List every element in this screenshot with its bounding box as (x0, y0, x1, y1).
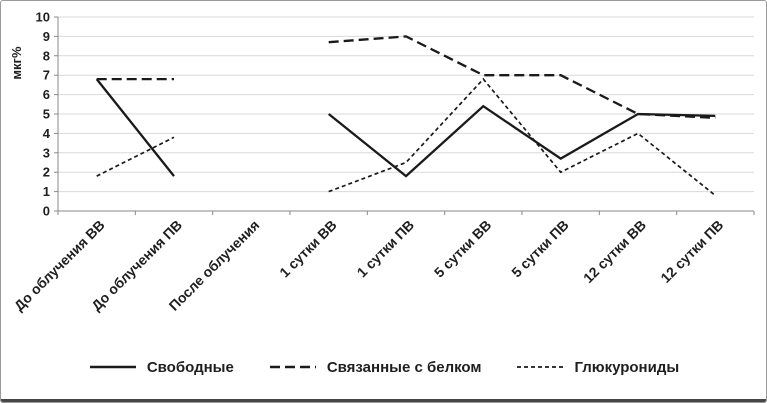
svg-text:10: 10 (36, 10, 50, 25)
legend-line-dashed-icon (269, 365, 316, 369)
svg-text:5: 5 (43, 107, 50, 122)
legend-line-fine-dashed-icon (517, 366, 564, 368)
chart-legend: Свободные Связанные с белком Глюкурониды (1, 339, 766, 395)
svg-text:3: 3 (43, 145, 50, 160)
svg-text:5 сутки ПВ: 5 сутки ПВ (508, 217, 572, 281)
legend-label: Глюкурониды (574, 358, 680, 376)
axes (54, 16, 755, 215)
svg-text:12 сутки ПВ: 12 сутки ПВ (657, 217, 726, 286)
y-axis-title: мкг% (9, 46, 24, 80)
svg-text:4: 4 (43, 126, 51, 141)
svg-text:0: 0 (43, 204, 50, 219)
legend-line-solid-icon (89, 365, 136, 369)
svg-text:5 сутки ВВ: 5 сутки ВВ (431, 217, 495, 281)
legend-label: Свободные (146, 358, 234, 376)
svg-text:1: 1 (43, 184, 50, 199)
svg-text:1 сутки ВВ: 1 сутки ВВ (276, 217, 340, 281)
legend-item-protein-bound: Связанные с белком (268, 358, 482, 376)
svg-text:7: 7 (43, 68, 50, 83)
gridlines (58, 16, 754, 193)
legend-label: Связанные с белком (326, 358, 482, 376)
legend-item-free: Свободные (88, 359, 234, 376)
svg-text:9: 9 (43, 29, 50, 44)
svg-text:12 сутки ВВ: 12 сутки ВВ (580, 217, 649, 286)
bottom-divider (1, 399, 766, 402)
svg-text:6: 6 (43, 87, 50, 102)
svg-text:2: 2 (43, 165, 50, 180)
series-lines (95, 35, 716, 197)
svg-text:1 сутки ПВ: 1 сутки ПВ (354, 217, 418, 281)
svg-text:8: 8 (43, 48, 50, 63)
legend-item-glucuronides: Глюкурониды (515, 359, 679, 376)
